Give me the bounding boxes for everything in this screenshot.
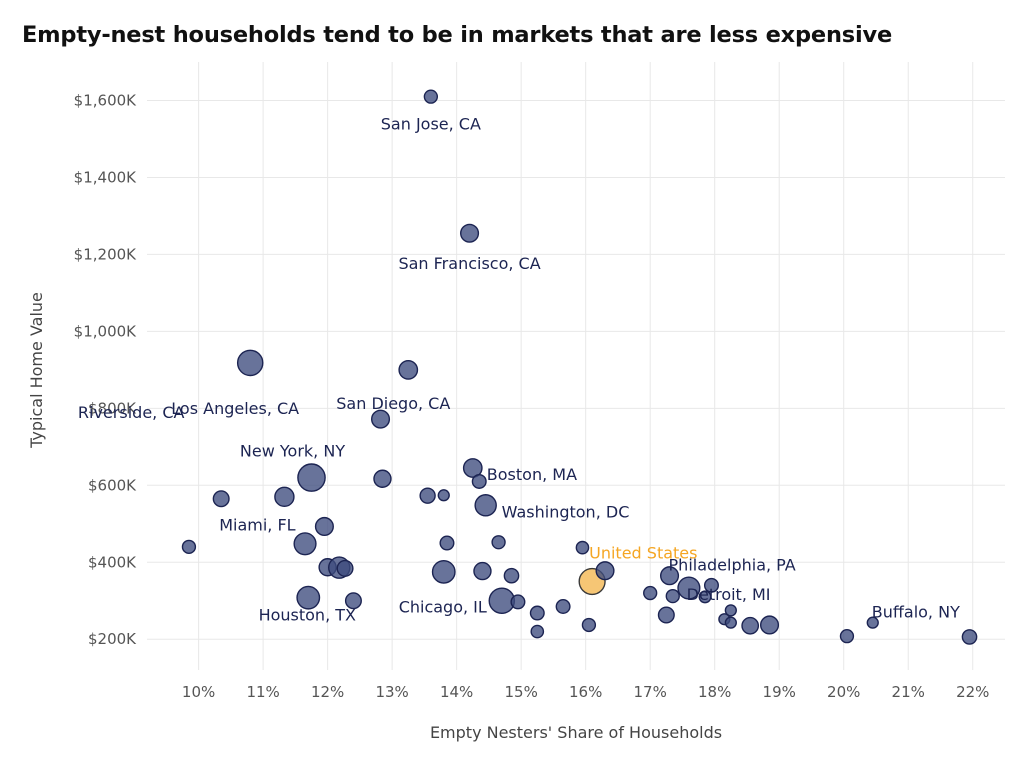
metro-point	[724, 604, 737, 617]
metro-point	[759, 615, 780, 635]
metro-point	[703, 577, 719, 593]
metro-point	[297, 463, 326, 492]
y-tick-label: $1,600K	[74, 91, 137, 109]
metro-point	[212, 490, 230, 508]
point-label: New York, NY	[240, 442, 345, 461]
point-label: San Francisco, CA	[398, 254, 540, 273]
metro-point	[336, 559, 354, 577]
x-tick-label: 18%	[698, 683, 731, 701]
metro-point	[677, 576, 701, 600]
point-label: Miami, FL	[219, 515, 295, 534]
x-tick-label: 17%	[634, 683, 667, 701]
metro-point	[657, 606, 675, 624]
y-axis-title: Typical Home Value	[27, 292, 46, 449]
point-label: Chicago, IL	[399, 598, 487, 617]
metro-point	[373, 469, 392, 488]
metro-point	[439, 535, 455, 551]
y-axis-ticks: $200K $400K $600K $800K $1,000K $1,200K $1,400…	[74, 91, 137, 648]
point-label: Los Angeles, CA	[171, 399, 299, 418]
point-label: San Diego, CA	[336, 394, 450, 413]
metro-point	[460, 223, 480, 243]
x-tick-label: 15%	[504, 683, 537, 701]
point-labels: San Jose, CA San Francisco, CA Los Angeles…	[78, 115, 960, 625]
point-label: Buffalo, NY	[872, 603, 960, 622]
y-tick-label: $1,200K	[74, 245, 137, 263]
point-label: San Jose, CA	[381, 115, 481, 134]
point-label: United States	[589, 543, 697, 562]
metro-point	[839, 628, 855, 644]
metro-point	[181, 539, 197, 555]
metro-point	[961, 629, 978, 645]
metro-point	[437, 489, 450, 502]
y-tick-label: $1,400K	[74, 168, 137, 186]
chart-title: Empty-nest households tend to be in mark…	[22, 22, 893, 48]
y-tick-label: $1,000K	[74, 322, 137, 340]
metro-point	[595, 561, 615, 581]
metro-point	[491, 535, 506, 550]
metro-point	[643, 585, 658, 601]
x-tick-label: 12%	[311, 683, 344, 701]
x-tick-label: 14%	[440, 683, 473, 701]
metro-point	[293, 532, 317, 556]
metro-point	[423, 89, 439, 104]
metro-point	[665, 588, 680, 604]
point-label: Philadelphia, PA	[669, 556, 796, 575]
metro-point	[236, 349, 264, 377]
x-tick-label: 21%	[892, 683, 925, 701]
x-tick-label: 22%	[956, 683, 989, 701]
point-label: Houston, TX	[259, 606, 356, 625]
metro-point	[419, 487, 436, 504]
metro-point	[555, 599, 571, 615]
x-tick-label: 11%	[246, 683, 279, 701]
metro-point	[471, 473, 487, 489]
metro-point	[575, 540, 590, 555]
metro-point	[724, 616, 737, 629]
metro-point	[529, 605, 545, 621]
y-tick-label: $200K	[88, 630, 137, 648]
point-label: Riverside, CA	[78, 403, 185, 422]
x-axis-title: Empty Nesters' Share of Households	[430, 723, 722, 742]
metro-point	[741, 616, 760, 635]
metro-point	[296, 585, 321, 610]
gridlines	[147, 62, 1005, 670]
metro-point	[866, 616, 879, 629]
metro-point	[474, 494, 497, 517]
x-tick-label: 16%	[569, 683, 602, 701]
point-label: Washington, DC	[502, 502, 630, 521]
metro-point	[462, 458, 483, 478]
metro-point	[370, 409, 391, 429]
x-axis-ticks: 10% 11% 12% 13% 14% 15% 16% 17% 18% 19% 20% 21% 22%	[182, 683, 989, 701]
x-tick-label: 20%	[827, 683, 860, 701]
y-tick-label: $600K	[88, 476, 137, 494]
metro-point	[473, 561, 492, 581]
x-tick-label: 10%	[182, 683, 215, 701]
y-tick-label: $400K	[88, 553, 137, 571]
point-label: Boston, MA	[487, 465, 577, 484]
metro-point	[431, 559, 456, 584]
x-tick-label: 13%	[375, 683, 408, 701]
metro-point	[660, 566, 680, 586]
metro-point	[314, 516, 334, 537]
metro-point	[503, 567, 520, 584]
x-tick-label: 19%	[763, 683, 796, 701]
metro-point	[581, 617, 597, 633]
y-tick-label: $800K	[88, 399, 137, 417]
metro-point	[274, 486, 295, 508]
metro-point	[510, 594, 526, 610]
metro-point	[344, 592, 362, 610]
metro-point	[530, 624, 545, 639]
data-points	[181, 89, 978, 645]
point-label: Detroit, MI	[687, 585, 771, 604]
metro-point	[698, 590, 712, 604]
metro-point	[398, 359, 419, 380]
